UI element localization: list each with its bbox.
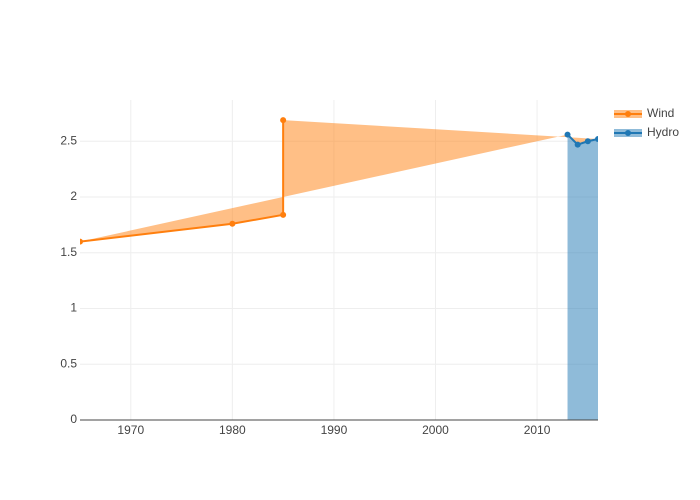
legend-marker bbox=[625, 130, 631, 136]
y-tick-label: 0.5 bbox=[60, 356, 77, 370]
x-tick-label: 2010 bbox=[524, 423, 551, 437]
area-fill bbox=[80, 120, 598, 242]
y-tick-label: 2 bbox=[70, 189, 77, 203]
line bbox=[566, 133, 598, 146]
marker bbox=[280, 117, 287, 124]
marker bbox=[584, 138, 591, 145]
y-tick-label: 2.5 bbox=[60, 133, 77, 147]
marker bbox=[574, 141, 581, 148]
x-tick-label: 1990 bbox=[321, 423, 348, 437]
marker bbox=[280, 211, 287, 218]
legend-item: Wind bbox=[614, 106, 674, 120]
legend-item: Hydro bbox=[614, 125, 679, 139]
x-tick-label: 1980 bbox=[219, 423, 246, 437]
x-tick-label: 1970 bbox=[117, 423, 144, 437]
plot bbox=[80, 117, 598, 420]
marker bbox=[564, 131, 571, 138]
y-tick-label: 0 bbox=[70, 412, 77, 426]
y-tick-label: 1.5 bbox=[60, 245, 77, 259]
y-tick-label: 1 bbox=[70, 301, 77, 315]
x-tick-label: 2000 bbox=[422, 423, 449, 437]
line bbox=[80, 120, 285, 243]
legend-marker bbox=[625, 111, 631, 117]
marker bbox=[595, 136, 598, 143]
area-fill bbox=[567, 134, 598, 420]
legend-label: Hydro bbox=[647, 125, 679, 139]
marker bbox=[229, 220, 236, 227]
legend-label: Wind bbox=[647, 106, 674, 120]
marker bbox=[80, 238, 83, 245]
